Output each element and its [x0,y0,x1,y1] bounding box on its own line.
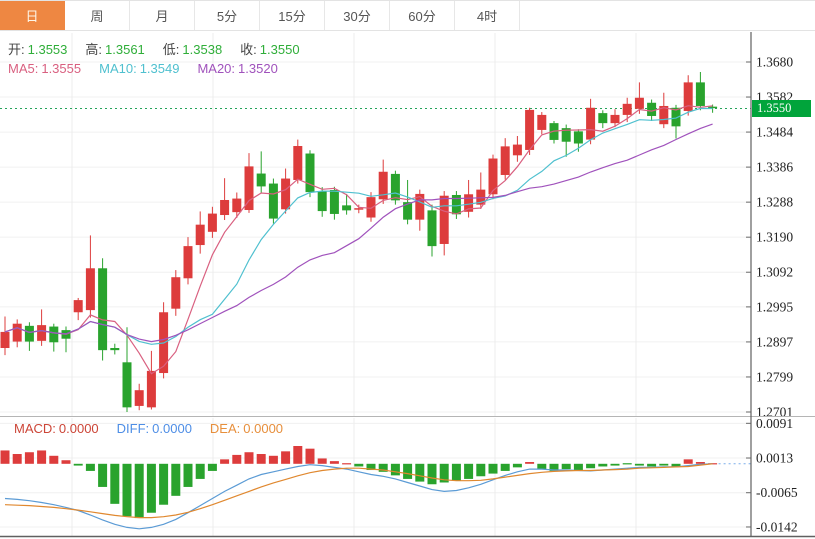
svg-text:1.3484: 1.3484 [756,125,793,140]
legend-ma5: MA5: 1.3555 [8,61,81,76]
svg-text:1.2701: 1.2701 [756,405,793,420]
diff-value: 0.0000 [152,421,192,436]
timeframe-tab-month[interactable]: 月 [130,1,195,30]
close-value: 1.3550 [259,42,300,57]
diff-label: DIFF: [116,421,150,436]
legend-diff-value: DIFF: 0.0000 [117,421,192,436]
close-label: 收: [240,42,257,57]
legend-open: 开: 1.3553 [8,39,67,58]
svg-text:1.2897: 1.2897 [756,334,793,349]
ma20-label: MA20: [197,61,236,76]
timeframe-tab-60min[interactable]: 60分 [390,1,455,30]
price-gridlines [0,61,746,413]
legend-macd-value: MACD: 0.0000 [14,421,99,436]
legend-ma20: MA20: 1.3520 [197,61,277,76]
ma-lines [4,105,713,375]
svg-text:-0.0065: -0.0065 [756,485,798,500]
svg-text:-0.0142: -0.0142 [756,519,798,534]
ma10-label: MA10: [99,61,137,76]
ma5-value: 1.3555 [41,61,82,76]
svg-text:0.0091: 0.0091 [756,416,793,431]
svg-text:1.3190: 1.3190 [756,230,793,245]
dea-value: 0.0000 [243,421,284,436]
high-label: 高: [85,42,103,57]
svg-text:1.2799: 1.2799 [756,369,793,384]
ma10-value: 1.3549 [139,61,180,76]
legend-dea-value: DEA: 0.0000 [210,421,283,436]
svg-text:1.3386: 1.3386 [756,160,793,175]
timeframe-tab-5min[interactable]: 5分 [195,1,260,30]
candles-layer [0,72,718,412]
open-value: 1.3553 [27,42,68,57]
timeframe-tabbar: 日周月 5分 15分 30分 60分 4时 [0,0,815,31]
legend-ma10: MA10: 1.3549 [99,61,179,76]
macd-legend: MACD: 0.0000 DIFF: 0.0000 DEA: 0.0000 [14,421,301,436]
low-label: 低: [162,42,180,57]
timeframe-tab-30min[interactable]: 30分 [325,1,390,30]
panel-borders [0,32,815,538]
legend-close: 收: 1.3550 [240,39,299,58]
current-price-badge: 1.3550 [752,99,811,117]
legend-low: 低: 1.3538 [163,39,222,58]
vertical-gridlines [71,33,637,536]
ohlc-legend: 开: 1.3553 高: 1.3561 低: 1.3538 收: 1.3550 [8,39,318,58]
macd-lines [4,463,713,530]
ma5-label: MA5: [8,61,39,76]
macd-axis-labels: 0.0091 0.0013 -0.0065 -0.0142 [746,416,798,534]
legend-high: 高: 1.3561 [85,39,144,58]
macd-label: MACD: [14,421,56,436]
high-value: 1.3561 [105,42,145,57]
dea-label: DEA: [209,421,241,436]
svg-text:1.3092: 1.3092 [756,265,793,280]
timeframe-tab-15min[interactable]: 15分 [260,1,325,30]
open-label: 开: [8,42,25,57]
ma20-value: 1.3520 [238,61,278,76]
timeframe-tab-4hour[interactable]: 4时 [455,1,520,30]
macd-histogram [0,446,718,519]
timeframe-tab-week[interactable]: 周 [65,1,130,30]
timeframe-tab-day[interactable]: 日 [0,1,65,30]
svg-text:1.3288: 1.3288 [756,195,793,210]
svg-text:0.0013: 0.0013 [756,451,793,466]
price-axis-labels: 1.36801.35821.34841.33861.32881.31901.30… [746,55,793,420]
svg-text:1.3680: 1.3680 [756,55,793,70]
svg-text:1.2995: 1.2995 [756,299,793,314]
macd-value: 0.0000 [58,421,99,436]
low-value: 1.3538 [182,42,223,57]
ma-legend: MA5: 1.3555 MA10: 1.3549 MA20: 1.3520 [8,61,296,76]
